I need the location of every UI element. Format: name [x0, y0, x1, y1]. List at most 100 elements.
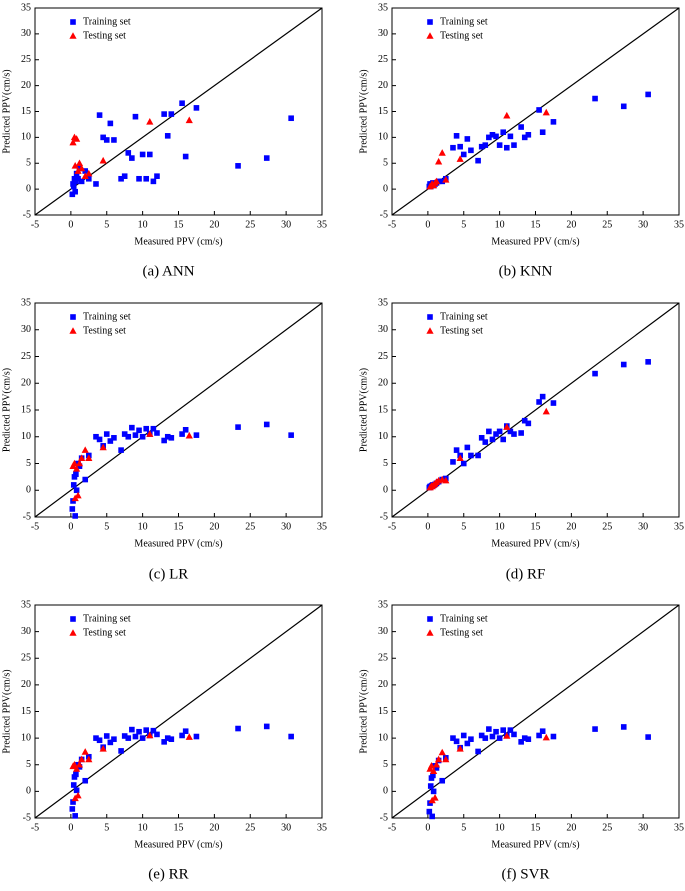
- data-point: [432, 177, 441, 185]
- data-point: [75, 175, 81, 182]
- y-tick-label: 15: [21, 706, 31, 717]
- data-point: [73, 487, 80, 494]
- data-point: [235, 163, 241, 169]
- legend-label: Training set: [440, 613, 488, 624]
- y-tick-label: -5: [380, 209, 388, 220]
- y-axis-label: Predicted PPV(cm/s): [1, 69, 12, 153]
- data-point: [475, 452, 481, 459]
- data-point: [75, 459, 84, 467]
- data-point: [536, 107, 542, 113]
- identity-line: [34, 302, 323, 518]
- data-point: [107, 438, 114, 444]
- data-point: [450, 144, 456, 151]
- data-point: [518, 124, 524, 130]
- data-point: [478, 435, 485, 441]
- x-tick-label: 10: [138, 521, 148, 532]
- legend-marker: [69, 629, 77, 636]
- x-tick-label: 0: [68, 219, 73, 230]
- data-point: [69, 191, 76, 198]
- data-point: [118, 175, 124, 182]
- data-point: [150, 425, 157, 432]
- data-point: [518, 739, 524, 745]
- data-point: [136, 728, 142, 735]
- data-point: [70, 799, 76, 805]
- data-point: [103, 733, 110, 739]
- data-point: [76, 165, 83, 172]
- legend-marker: [70, 616, 76, 622]
- data-point: [99, 443, 107, 451]
- data-point: [132, 733, 139, 740]
- data-point: [143, 425, 150, 432]
- y-tick-label: 0: [383, 485, 388, 496]
- data-point: [73, 765, 81, 772]
- data-point: [486, 134, 492, 141]
- data-point: [432, 760, 441, 768]
- data-point: [70, 482, 77, 488]
- data-point: [73, 471, 79, 477]
- data-point: [78, 454, 86, 461]
- caption: (e) RR: [148, 866, 188, 882]
- y-tick-label: 25: [21, 351, 31, 362]
- data-point: [118, 748, 124, 754]
- y-tick-label: 25: [21, 653, 31, 664]
- y-tick-label: 20: [21, 679, 31, 690]
- data-point: [132, 113, 139, 120]
- data-point: [536, 399, 542, 405]
- y-tick-label: 30: [378, 626, 388, 637]
- data-point: [93, 181, 99, 187]
- x-tick-label: 10: [495, 219, 505, 230]
- legend-label: Testing set: [440, 627, 483, 638]
- data-point: [493, 133, 499, 140]
- data-point: [550, 733, 557, 740]
- data-point: [507, 133, 514, 140]
- data-point: [442, 755, 450, 763]
- data-point: [493, 431, 499, 437]
- y-tick-label: 20: [21, 80, 31, 91]
- data-point: [539, 728, 546, 735]
- x-tick-label: 20: [209, 521, 219, 532]
- x-tick-label: -5: [388, 219, 396, 230]
- y-tick-label: 35: [21, 297, 31, 308]
- data-point: [489, 436, 496, 443]
- x-tick-label: 15: [174, 521, 184, 532]
- y-tick-label: 5: [383, 158, 388, 169]
- data-point: [164, 133, 171, 139]
- legend-marker: [427, 616, 433, 622]
- x-tick-label: 20: [566, 521, 576, 532]
- x-tick-label: 0: [425, 521, 430, 532]
- data-point: [500, 129, 507, 135]
- data-point: [168, 435, 175, 441]
- data-point: [75, 159, 84, 167]
- data-point: [429, 813, 435, 820]
- x-tick-label: 35: [317, 219, 327, 230]
- legend-marker: [426, 32, 434, 39]
- data-point: [73, 771, 79, 778]
- data-point: [118, 447, 124, 453]
- data-point: [146, 430, 154, 437]
- data-point: [263, 155, 270, 161]
- data-point: [475, 157, 481, 164]
- data-point: [442, 176, 450, 183]
- data-point: [86, 175, 92, 182]
- data-point: [161, 111, 167, 117]
- legend-label: Training set: [83, 16, 131, 27]
- data-point: [182, 153, 189, 160]
- data-point: [620, 724, 627, 730]
- x-axis-label: Measured PPV (cm/s): [491, 538, 579, 549]
- data-point: [72, 813, 78, 819]
- y-axis-label: Predicted PPV(cm/s): [358, 69, 369, 153]
- y-tick-label: -5: [23, 511, 31, 522]
- y-tick-label: 0: [26, 786, 31, 797]
- data-point: [496, 428, 503, 435]
- data-point: [154, 430, 160, 436]
- data-point: [99, 744, 107, 752]
- x-tick-label: 15: [531, 219, 541, 230]
- data-point: [438, 748, 446, 756]
- legend-label: Training set: [440, 16, 488, 27]
- data-point: [73, 787, 80, 794]
- data-point: [482, 142, 489, 148]
- data-point: [453, 447, 460, 453]
- data-point: [435, 157, 443, 165]
- data-point: [69, 138, 77, 146]
- y-tick-label: 10: [378, 732, 388, 743]
